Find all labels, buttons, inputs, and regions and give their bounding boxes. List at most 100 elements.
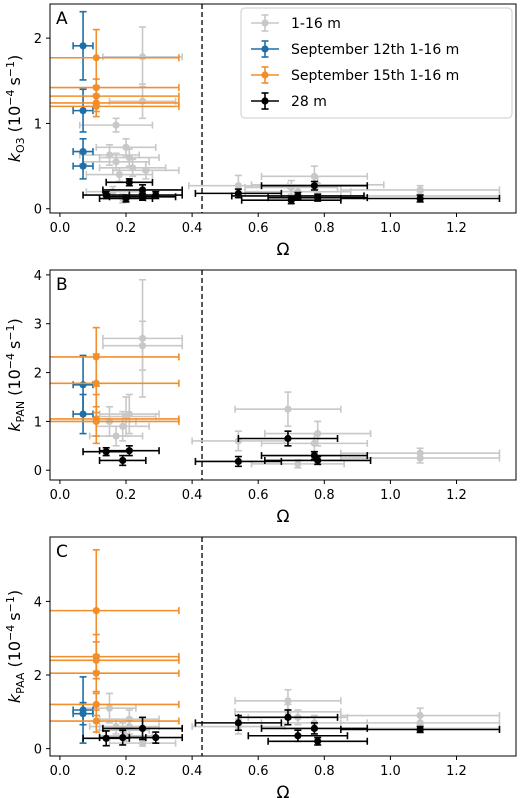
data-point [50,709,180,733]
data-point [50,95,180,118]
marker [284,697,292,705]
marker [115,171,124,179]
legend-box [240,7,513,119]
data-point [244,179,339,196]
data-point [234,688,342,713]
data-point [105,178,154,187]
marker [79,381,87,389]
y-label-sub: O3 [14,137,27,153]
y-tick-label: 4 [34,595,42,610]
x-tick-label: 0.8 [314,488,335,503]
marker [125,410,133,418]
x-tick-label: 0.8 [314,764,335,779]
marker [92,379,100,387]
x-tick-label: 0.6 [248,764,269,779]
marker [234,182,242,190]
series-september-12th-1-16-m [72,10,94,180]
data-point [82,446,131,457]
marker [119,422,127,430]
data-point [50,653,180,693]
data-point [98,393,160,435]
x-tick-label: 0.8 [314,221,335,236]
data-point [128,731,183,744]
legend-label: 28 m [291,94,327,110]
data-point [340,194,501,203]
y-tick-label: 2 [34,32,42,47]
data-point [340,725,501,734]
marker [152,191,160,199]
data-point [237,709,339,726]
x-tick-label: 0.4 [182,221,203,236]
y-label-unit-mid: s [5,612,24,620]
y-label-exp: −4 [4,625,17,641]
data-point [267,193,369,202]
data-layer [50,10,501,205]
x-tick-label: 0.6 [248,488,269,503]
marker [310,724,318,732]
marker [79,710,87,718]
marker [125,447,133,455]
x-tick-label: 1.0 [380,764,401,779]
data-point [260,722,369,735]
marker [314,194,322,202]
y-axis-label: kPAN (10−4 s−1) [4,318,27,432]
data-point [98,445,160,457]
data-point [72,10,94,81]
y-label-unit-mid: s [5,77,24,85]
legend-marker [261,71,269,79]
legend-entry: September 12th 1-16 m [251,40,459,58]
marker [138,186,147,194]
y-label-exp: −4 [4,90,17,106]
data-point [72,88,94,133]
marker [92,700,100,709]
x-tick-label: 0.4 [182,488,203,503]
marker [284,405,292,413]
axes-frame [49,536,517,757]
y-label-unit-post: ) [5,55,24,61]
x-tick-label: 0.0 [50,488,71,503]
data-point [102,716,183,741]
marker [284,713,292,721]
y-label-unit-mid: s [5,341,24,349]
x-tick-label: 1.2 [446,764,467,779]
y-axis-label: kO3 (10−4 s−1) [4,55,27,163]
legend-marker [261,97,269,105]
data-point [72,393,94,435]
x-tick-label: 0.0 [50,221,71,236]
y-tick-label: 4 [34,269,42,284]
marker [119,733,127,742]
legend-marker [261,19,269,27]
data-point [128,190,183,200]
x-axis-label: Ω [277,783,290,798]
series-28-m [82,709,501,747]
marker [92,607,100,615]
data-point [95,410,150,442]
legend-entry: September 15th 1-16 m [251,66,459,84]
y-label-exp2: −1 [4,324,17,340]
x-tick-label: 0.2 [116,221,137,236]
marker [112,432,120,440]
series-september-12th-1-16-m [72,676,94,744]
marker [92,54,100,62]
marker [294,460,302,468]
data-point [264,455,372,466]
marker [152,733,160,742]
marker [79,410,87,418]
marker [125,178,133,186]
legend-label: 1-16 m [291,16,341,32]
legend-marker [261,45,269,53]
data-point [194,714,283,732]
x-tick-label: 0.4 [182,764,203,779]
data-layer [50,549,501,747]
y-axis-label: kPAA (10−4 s−1) [4,590,27,703]
marker [92,669,100,677]
marker [119,456,127,465]
data-point [340,447,501,459]
data-point [95,137,157,157]
marker [234,719,242,727]
y-tick-label: 0 [34,464,42,479]
data-point [50,692,180,717]
